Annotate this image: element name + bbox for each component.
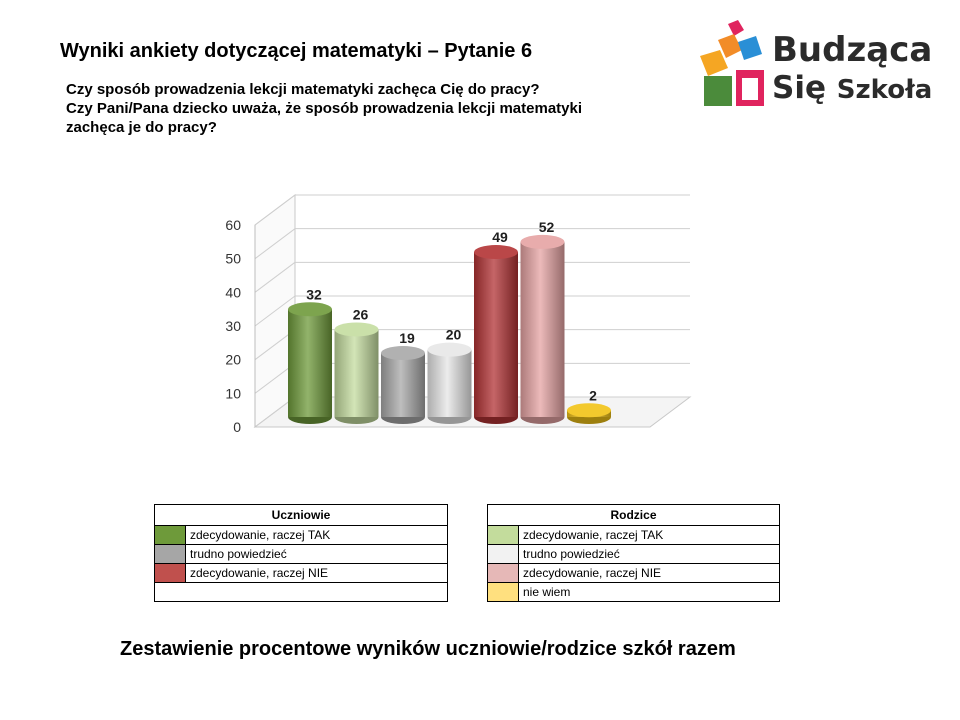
bar-chart: 0 10 20 30 40 50 60 32 26 19 20 49 52 2 <box>225 194 692 435</box>
data-label: 52 <box>539 219 555 235</box>
legend-swatch <box>154 544 186 564</box>
y-tick-label: 30 <box>225 318 241 334</box>
bar <box>567 403 611 424</box>
bar <box>427 342 472 424</box>
gridline <box>254 228 296 260</box>
legend-row: zdecydowanie, raczej NIE <box>487 563 780 583</box>
bar-body <box>520 241 565 417</box>
legend-parents: Rodzice zdecydowanie, raczej TAK trudno … <box>487 504 780 602</box>
data-label: 49 <box>492 229 508 245</box>
question-parents: Czy Pani/Pana dziecko uważa, że sposób p… <box>66 100 583 136</box>
data-label: 20 <box>446 327 462 343</box>
bar-body <box>427 349 472 417</box>
bar-body <box>288 309 332 417</box>
legend-row: trudno powiedzieć <box>154 544 448 564</box>
gridline <box>254 261 296 293</box>
legend-swatch <box>154 525 186 545</box>
y-tick-label: 20 <box>225 352 241 368</box>
legend-label: zdecydowanie, raczej NIE <box>185 563 448 583</box>
data-label: 26 <box>353 306 369 322</box>
logo-text-line1: Budząca <box>772 30 933 70</box>
legend-swatch <box>487 582 519 602</box>
bar <box>334 322 379 424</box>
y-tick-label: 40 <box>225 284 241 300</box>
logo-text-sie: Się <box>772 70 826 106</box>
legend-label: trudno powiedzieć <box>518 544 780 564</box>
question-students: Czy sposób prowadzenia lekcji matematyki… <box>66 81 540 98</box>
bar <box>520 234 565 424</box>
legend-swatch <box>487 525 519 545</box>
legend-row: zdecydowanie, raczej NIE <box>154 563 448 583</box>
y-tick-label: 10 <box>225 385 241 401</box>
legend-swatch <box>487 563 519 583</box>
legend-row-empty <box>154 582 448 602</box>
bar <box>381 346 425 424</box>
legend-row: trudno powiedzieć <box>487 544 780 564</box>
chart-footer-caption: Zestawienie procentowe wyników uczniowie… <box>120 638 736 660</box>
logo-mark-icon <box>700 20 764 106</box>
legend-swatch <box>487 544 519 564</box>
data-label: 19 <box>399 330 415 346</box>
gridline <box>254 295 296 327</box>
y-tick-label: 60 <box>225 217 241 233</box>
bar-top <box>567 403 611 418</box>
gridline <box>254 194 296 226</box>
bar-top <box>520 234 565 249</box>
chart-bars <box>288 234 611 424</box>
legend-label: zdecydowanie, raczej NIE <box>518 563 780 583</box>
logo-text-line2: Się Szkoła <box>772 70 932 106</box>
survey-questions: Czy sposób prowadzenia lekcji matematyki… <box>66 80 626 137</box>
legend-label: zdecydowanie, raczej TAK <box>518 525 780 545</box>
bar-top <box>474 245 518 260</box>
legend-parents-header: Rodzice <box>487 504 780 526</box>
legend-label: nie wiem <box>518 582 780 602</box>
data-label: 32 <box>306 286 322 302</box>
legend-row: zdecydowanie, raczej TAK <box>154 525 448 545</box>
bar-top <box>334 322 379 337</box>
bar-body <box>474 252 518 417</box>
y-tick-label: 0 <box>233 419 241 435</box>
bar-top <box>381 346 425 361</box>
logo-text-szkola: Szkoła <box>836 75 933 105</box>
legend-students-header: Uczniowie <box>154 504 448 526</box>
bar <box>288 302 332 424</box>
bar-body <box>381 353 425 417</box>
legend-label: trudno powiedzieć <box>185 544 448 564</box>
legend-row: nie wiem <box>487 582 780 602</box>
y-tick-label: 50 <box>225 251 241 267</box>
page-title: Wyniki ankiety dotyczącej matematyki – P… <box>60 40 533 62</box>
chart-y-axis: 0 10 20 30 40 50 60 <box>225 217 256 435</box>
bar-top <box>288 302 332 317</box>
legend-label: zdecydowanie, raczej TAK <box>185 525 448 545</box>
legend-students: Uczniowie zdecydowanie, raczej TAK trudn… <box>154 504 448 602</box>
bar-top <box>427 342 472 357</box>
logo: Budząca Się Szkoła <box>698 20 938 112</box>
chart-data-labels: 32 26 19 20 49 52 2 <box>306 219 597 403</box>
bar <box>474 245 518 424</box>
bar-body <box>334 329 379 417</box>
legend-row: zdecydowanie, raczej TAK <box>487 525 780 545</box>
data-label: 2 <box>589 387 597 403</box>
legend-swatch <box>154 563 186 583</box>
